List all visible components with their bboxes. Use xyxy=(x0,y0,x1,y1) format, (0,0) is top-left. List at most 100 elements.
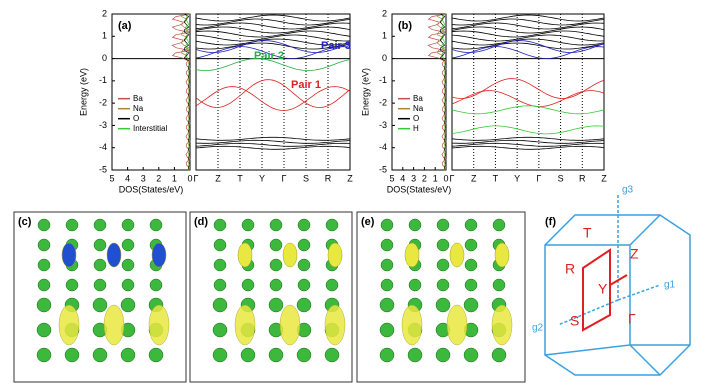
isosurface xyxy=(449,242,465,268)
bz-point: Z xyxy=(630,246,639,262)
atom xyxy=(148,347,164,363)
band xyxy=(195,136,351,141)
band xyxy=(195,40,351,54)
y-tick-label: -4 xyxy=(379,142,387,152)
legend-label: Interstitial xyxy=(133,124,167,133)
atom xyxy=(37,278,51,292)
panel-label: (a) xyxy=(118,20,132,32)
band xyxy=(451,142,605,147)
band xyxy=(195,22,351,30)
bz-axis: g2 xyxy=(532,323,544,334)
y-tick-label: 2 xyxy=(382,8,387,18)
dos-curve xyxy=(171,13,191,171)
atom xyxy=(436,278,450,292)
y-tick-label: 1 xyxy=(102,31,107,41)
atom xyxy=(213,258,227,272)
atom xyxy=(325,218,339,232)
band xyxy=(451,139,605,144)
k-label: Γ xyxy=(536,173,541,183)
x-tick-label: 2 xyxy=(422,173,427,183)
y-tick-label: 1 xyxy=(382,31,387,41)
atom xyxy=(324,347,340,363)
atom xyxy=(65,278,79,292)
atom xyxy=(37,238,51,252)
panel-label: (f) xyxy=(545,216,556,228)
k-label: Z xyxy=(215,173,221,183)
x-axis-label: DOS(States/eV) xyxy=(119,184,184,194)
y-tick-label: 0 xyxy=(382,53,387,63)
k-label: Y xyxy=(259,173,265,183)
y-tick-label: -1 xyxy=(379,75,387,85)
dos-frame xyxy=(391,13,447,171)
band xyxy=(195,142,351,147)
atom xyxy=(380,258,394,272)
atom xyxy=(380,278,394,292)
isosurface xyxy=(279,304,301,346)
atom xyxy=(212,297,228,313)
band xyxy=(195,30,351,38)
band xyxy=(195,79,351,109)
isosurface xyxy=(282,242,298,268)
band xyxy=(451,26,605,34)
band xyxy=(195,26,351,34)
atom xyxy=(297,258,311,272)
y-tick-label: -5 xyxy=(99,164,107,174)
atom xyxy=(268,297,284,313)
atom xyxy=(269,258,283,272)
isosurface xyxy=(401,304,423,346)
k-label: S xyxy=(303,173,309,183)
atom xyxy=(241,278,255,292)
atom xyxy=(93,258,107,272)
k-label: Γ xyxy=(450,173,455,183)
bz-point: Γ xyxy=(628,311,636,327)
bz-path xyxy=(582,248,628,332)
atom xyxy=(213,238,227,252)
isosurface xyxy=(327,242,343,268)
panel-frame xyxy=(356,211,526,383)
atom xyxy=(65,218,79,232)
atom xyxy=(463,297,479,313)
y-tick-label: -3 xyxy=(379,120,387,130)
x-tick-label: 3 xyxy=(141,173,146,183)
atom xyxy=(464,218,478,232)
atom xyxy=(379,297,395,313)
atom xyxy=(269,238,283,252)
atom xyxy=(379,347,395,363)
atom xyxy=(297,218,311,232)
y-tick-label: -3 xyxy=(99,120,107,130)
isosurface xyxy=(494,242,510,268)
band xyxy=(195,18,351,26)
atom xyxy=(213,218,227,232)
atom xyxy=(464,238,478,252)
x-tick-label: 4 xyxy=(400,173,405,183)
k-label: Z xyxy=(601,173,607,183)
atom xyxy=(36,322,52,338)
y-tick-label: -1 xyxy=(99,75,107,85)
atom xyxy=(36,297,52,313)
k-label: T xyxy=(493,173,499,183)
bz-axes xyxy=(557,195,661,326)
y-tick-label: 2 xyxy=(102,8,107,18)
atom xyxy=(268,347,284,363)
band xyxy=(451,78,605,100)
atom xyxy=(408,218,422,232)
isosurface xyxy=(106,242,122,268)
atom xyxy=(93,278,107,292)
band xyxy=(451,14,605,22)
atom xyxy=(149,218,163,232)
band xyxy=(451,22,605,30)
band xyxy=(451,145,605,150)
x-tick-label: 3 xyxy=(411,173,416,183)
y-tick-label: -2 xyxy=(379,98,387,108)
band xyxy=(195,14,351,22)
k-label: Y xyxy=(514,173,520,183)
atom xyxy=(464,278,478,292)
dos-curve xyxy=(427,13,447,171)
atom xyxy=(296,347,312,363)
atom xyxy=(93,218,107,232)
band xyxy=(451,34,605,42)
atom xyxy=(463,347,479,363)
dos-curve xyxy=(185,13,191,170)
